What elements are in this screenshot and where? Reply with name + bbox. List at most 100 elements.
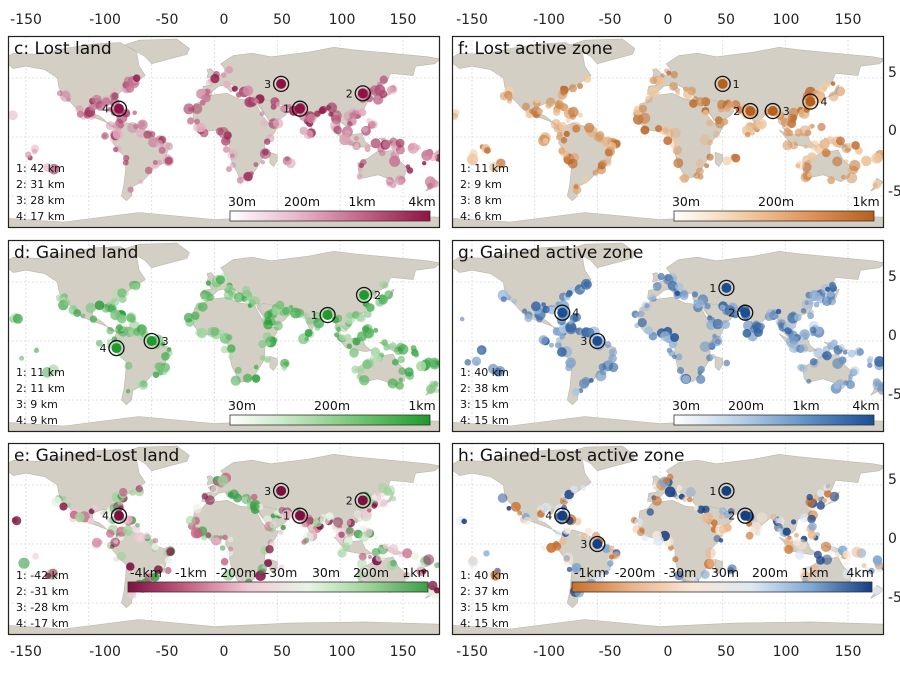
data-point <box>800 307 807 314</box>
data-point <box>721 118 729 126</box>
data-point <box>824 81 831 88</box>
data-point <box>657 272 665 281</box>
site-dot <box>322 310 333 321</box>
data-point <box>638 310 645 317</box>
data-point <box>439 155 446 162</box>
data-point <box>565 118 571 124</box>
data-point <box>242 285 250 294</box>
data-point <box>157 159 162 165</box>
data-point <box>452 112 459 120</box>
data-point <box>670 127 681 139</box>
data-point <box>137 119 148 130</box>
data-point <box>407 142 419 154</box>
data-point <box>290 307 301 319</box>
stat-line: 3: -28 km <box>16 601 69 614</box>
data-point <box>19 355 25 361</box>
data-point <box>234 366 242 374</box>
site-ring <box>291 507 309 524</box>
data-point <box>353 529 363 539</box>
data-point <box>225 284 234 293</box>
data-point <box>362 325 369 333</box>
data-point <box>822 351 832 361</box>
site-ring <box>110 100 128 117</box>
site-rank-label: 3 <box>580 335 587 348</box>
data-point <box>844 560 849 566</box>
data-point <box>106 517 112 523</box>
ranked-site-marker: 1 <box>283 100 309 117</box>
site-rank-label: 2 <box>346 87 353 100</box>
data-point <box>359 525 367 532</box>
data-point <box>333 527 339 534</box>
data-point <box>116 323 123 331</box>
data-point <box>808 309 814 315</box>
site-rank-label: 1 <box>311 309 318 322</box>
data-point <box>233 292 244 303</box>
data-point <box>497 493 508 503</box>
site-rank-label: 1 <box>709 485 716 498</box>
data-point <box>363 358 374 369</box>
data-point <box>118 315 127 324</box>
site-rank-label: 1 <box>709 282 716 295</box>
x-tick: 0 <box>220 644 229 660</box>
data-point <box>874 356 884 367</box>
data-point <box>799 343 809 353</box>
data-point <box>379 280 387 289</box>
data-point <box>76 110 84 118</box>
land-greenland <box>123 242 190 269</box>
stat-line: 1: -42 km <box>16 569 69 582</box>
ranked-site-marker: 3 <box>580 535 606 553</box>
data-point <box>194 118 201 125</box>
data-point <box>395 175 406 186</box>
data-point <box>534 98 540 104</box>
y-tick: -5 <box>888 590 900 606</box>
data-point <box>357 167 363 172</box>
site-dot <box>111 343 122 354</box>
data-point <box>673 158 684 169</box>
land-greenland <box>123 445 190 472</box>
data-point <box>663 136 673 145</box>
site-rank-label: 3 <box>580 538 587 551</box>
site-rank-label: 2 <box>728 510 735 523</box>
data-point <box>185 515 196 526</box>
data-point <box>133 123 139 130</box>
stat-line: 2: 38 km <box>460 382 509 395</box>
data-point <box>695 299 705 308</box>
ranked-site-marker: 3 <box>143 332 169 350</box>
data-point <box>782 527 791 536</box>
data-point <box>572 124 581 133</box>
data-point <box>122 109 131 118</box>
data-point <box>349 348 359 358</box>
data-point <box>200 293 209 302</box>
data-point <box>135 532 146 544</box>
data-point <box>66 97 71 102</box>
colorbar-label: 30m <box>312 565 340 580</box>
data-point <box>563 555 571 562</box>
data-point <box>8 110 18 121</box>
land-antarctica <box>452 619 884 635</box>
data-point <box>366 303 375 312</box>
data-point <box>372 501 379 508</box>
data-point <box>205 532 212 538</box>
data-point <box>222 80 231 89</box>
data-point <box>64 299 71 306</box>
data-point <box>846 142 854 149</box>
data-point <box>122 525 134 536</box>
data-point <box>124 361 133 370</box>
data-point <box>689 99 698 108</box>
data-point <box>823 489 832 498</box>
data-point <box>379 75 388 84</box>
data-point <box>247 303 253 308</box>
data-point <box>258 339 267 349</box>
panel-title: e: Gained-Lost land <box>14 446 179 466</box>
land-madagascar <box>714 355 724 371</box>
bottom-axis-left: -150 -100 -50 0 50 100 150 <box>10 644 416 660</box>
x-tick: -50 <box>599 12 622 28</box>
data-point <box>161 352 170 361</box>
data-point <box>522 308 528 314</box>
data-point <box>210 74 220 84</box>
data-point <box>813 90 818 95</box>
data-point <box>557 347 567 357</box>
panel-title: h: Gained-Lost active zone <box>458 446 685 466</box>
site-dot <box>740 307 751 318</box>
data-point <box>822 498 828 503</box>
